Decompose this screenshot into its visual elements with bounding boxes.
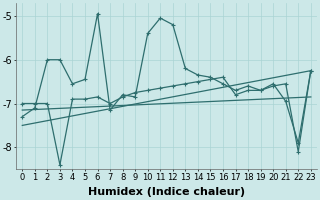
X-axis label: Humidex (Indice chaleur): Humidex (Indice chaleur) (88, 187, 245, 197)
